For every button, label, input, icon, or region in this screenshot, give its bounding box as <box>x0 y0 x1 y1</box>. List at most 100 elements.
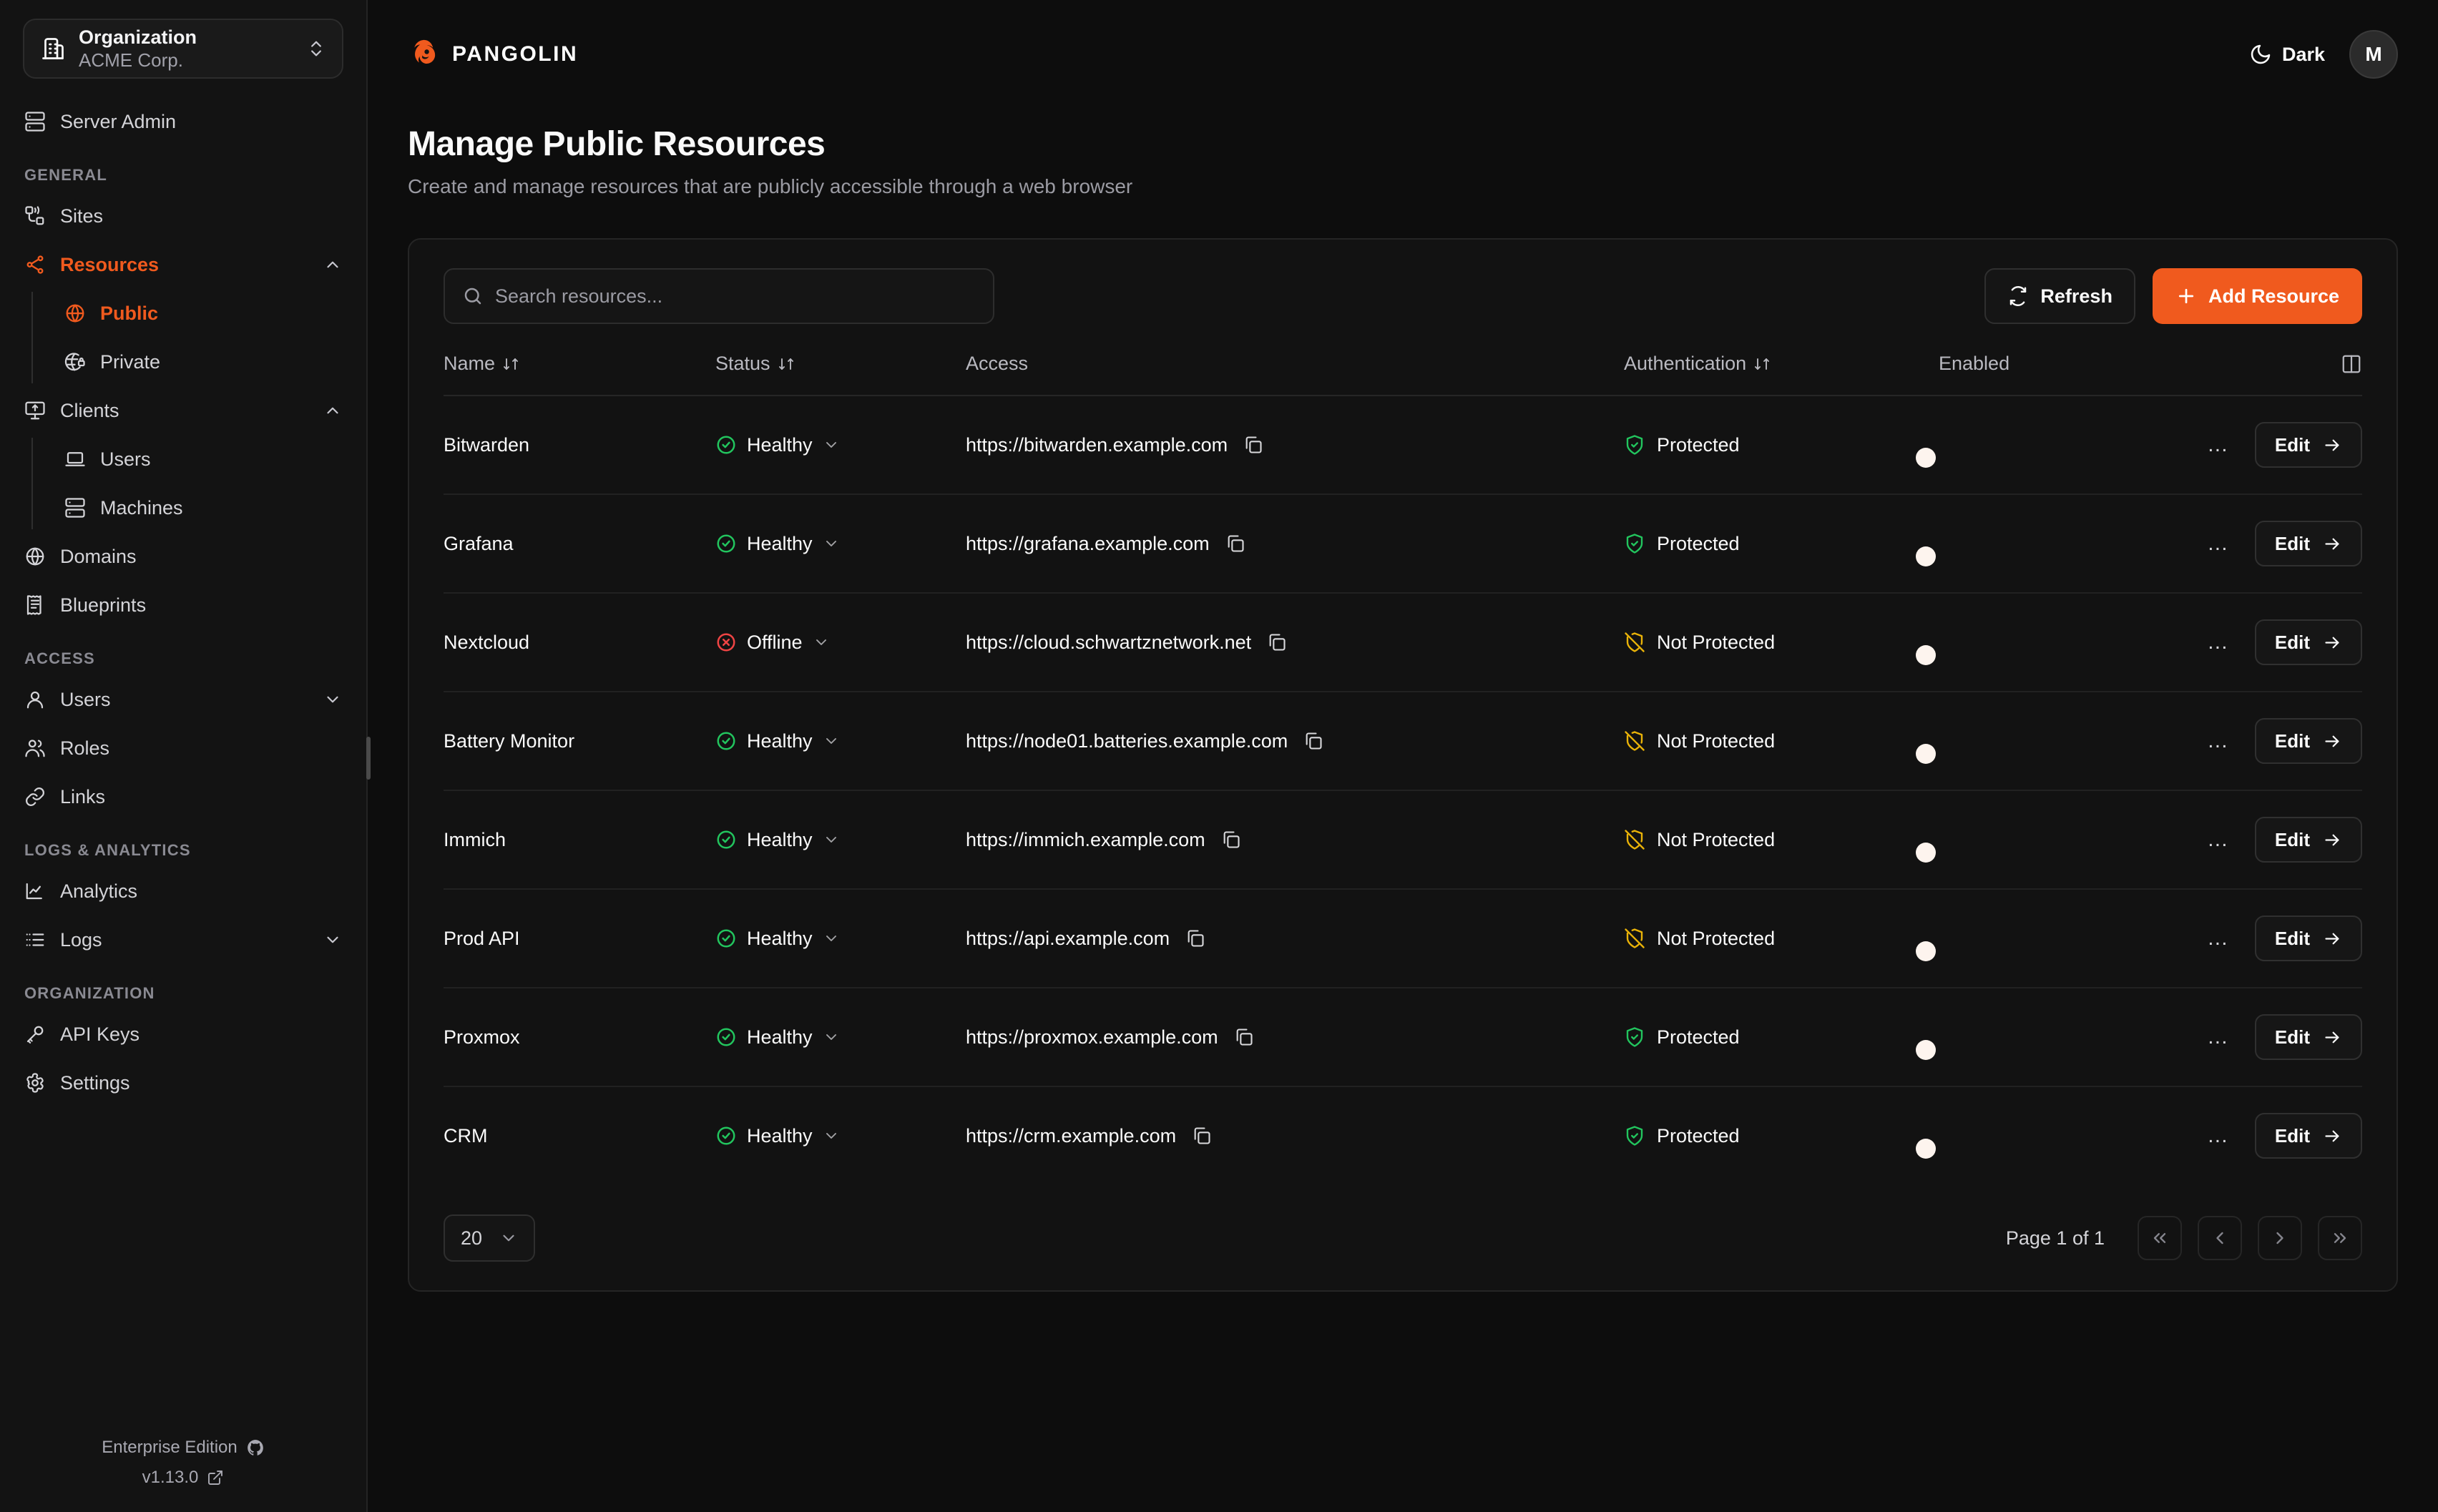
sidebar-item-sites[interactable]: Sites <box>0 192 366 240</box>
add-resource-button[interactable]: Add Resource <box>2152 268 2362 324</box>
sidebar-item-machines[interactable]: Machines <box>52 483 366 532</box>
status-badge[interactable]: Healthy <box>715 829 966 851</box>
chevron-down-icon[interactable] <box>323 931 342 949</box>
sidebar-item-roles[interactable]: Roles <box>0 724 366 772</box>
page-size-select[interactable]: 20 <box>444 1214 536 1262</box>
toggle-knob <box>1916 1139 1936 1159</box>
copy-icon[interactable] <box>1267 632 1287 652</box>
chevron-down-icon[interactable] <box>323 690 342 709</box>
row-more-button[interactable]: … <box>2206 828 2231 851</box>
chevron-down-icon[interactable] <box>823 930 840 947</box>
panel-columns-icon[interactable] <box>2341 353 2362 375</box>
copy-icon[interactable] <box>1234 1027 1254 1047</box>
theme-toggle[interactable]: Dark <box>2249 43 2325 66</box>
copy-icon[interactable] <box>1303 731 1323 751</box>
row-more-button[interactable]: … <box>2206 1025 2231 1049</box>
sidebar-item-public[interactable]: Public <box>52 289 366 338</box>
resource-url[interactable]: https://node01.batteries.example.com <box>966 730 1288 752</box>
sidebar-item-links[interactable]: Links <box>0 772 366 821</box>
status-badge[interactable]: Healthy <box>715 730 966 752</box>
copy-icon[interactable] <box>1192 1126 1212 1146</box>
table-row[interactable]: Battery Monitor Healthy https://node01.b… <box>444 692 2362 791</box>
resource-url[interactable]: https://immich.example.com <box>966 828 1205 850</box>
sidebar-resize-handle[interactable] <box>366 737 371 780</box>
resource-url[interactable]: https://grafana.example.com <box>966 532 1210 554</box>
table-row[interactable]: Proxmox Healthy https://proxmox.example.… <box>444 988 2362 1087</box>
table-row[interactable]: Nextcloud Offline https://cloud.schwartz… <box>444 593 2362 692</box>
status-badge[interactable]: Healthy <box>715 533 966 555</box>
edit-button[interactable]: Edit <box>2254 422 2362 468</box>
next-page-button[interactable] <box>2258 1216 2302 1260</box>
sidebar-item-resources[interactable]: Resources <box>0 240 366 289</box>
resource-url[interactable]: https://cloud.schwartznetwork.net <box>966 631 1252 653</box>
row-more-button[interactable]: … <box>2206 531 2231 555</box>
sidebar-item-settings[interactable]: Settings <box>0 1059 366 1107</box>
row-more-button[interactable]: … <box>2206 1124 2231 1147</box>
sidebar-item-clients[interactable]: Clients <box>0 386 366 435</box>
github-icon[interactable] <box>246 1438 265 1457</box>
resource-url[interactable]: https://proxmox.example.com <box>966 1026 1218 1048</box>
edit-button[interactable]: Edit <box>2254 619 2362 665</box>
column-header-status[interactable]: Status <box>715 353 966 396</box>
brand[interactable]: PANGOLIN <box>408 38 578 71</box>
edit-button[interactable]: Edit <box>2254 915 2362 961</box>
table-row[interactable]: Bitwarden Healthy https://bitwarden.exam… <box>444 396 2362 495</box>
edit-button[interactable]: Edit <box>2254 1014 2362 1060</box>
sidebar-item-api-keys[interactable]: API Keys <box>0 1010 366 1059</box>
org-switcher[interactable]: Organization ACME Corp. <box>23 19 343 79</box>
row-more-button[interactable]: … <box>2206 630 2231 654</box>
sidebar-item-users[interactable]: Users <box>0 675 366 724</box>
edit-button[interactable]: Edit <box>2254 817 2362 863</box>
status-badge[interactable]: Healthy <box>715 1125 966 1147</box>
resource-url[interactable]: https://bitwarden.example.com <box>966 433 1228 456</box>
table-row[interactable]: Grafana Healthy https://grafana.example.… <box>444 494 2362 594</box>
chevron-down-icon[interactable] <box>823 732 840 750</box>
external-link-icon[interactable] <box>207 1469 224 1486</box>
edit-button[interactable]: Edit <box>2254 718 2362 764</box>
edit-button[interactable]: Edit <box>2254 521 2362 566</box>
status-badge[interactable]: Healthy <box>715 928 966 950</box>
toolbar-actions: Refresh Add Resource <box>1984 268 2362 324</box>
table-row[interactable]: CRM Healthy https://crm.example.com Prot… <box>444 1086 2362 1184</box>
copy-icon[interactable] <box>1185 928 1205 948</box>
row-more-button[interactable]: … <box>2206 926 2231 950</box>
copy-icon[interactable] <box>1243 435 1263 455</box>
chevron-down-icon[interactable] <box>823 1029 840 1046</box>
chevron-up-icon[interactable] <box>323 255 342 274</box>
resource-url[interactable]: https://api.example.com <box>966 927 1170 949</box>
sidebar-item-analytics[interactable]: Analytics <box>0 867 366 915</box>
sidebar-item-private[interactable]: Private <box>52 338 366 386</box>
copy-icon[interactable] <box>1221 830 1241 850</box>
org-name: ACME Corp. <box>79 49 183 71</box>
copy-icon[interactable] <box>1225 534 1245 554</box>
sidebar-item-logs[interactable]: Logs <box>0 915 366 964</box>
status-badge[interactable]: Healthy <box>715 1026 966 1049</box>
sidebar-item-users-clients[interactable]: Users <box>52 435 366 483</box>
table-row[interactable]: Immich Healthy https://immich.example.co… <box>444 790 2362 890</box>
status-badge[interactable]: Healthy <box>715 434 966 456</box>
table-row[interactable]: Prod API Healthy https://api.example.com… <box>444 889 2362 988</box>
chevron-down-icon[interactable] <box>823 831 840 848</box>
sidebar-item-server-admin[interactable]: Server Admin <box>0 97 366 146</box>
avatar[interactable]: M <box>2349 30 2398 79</box>
row-more-button[interactable]: … <box>2206 433 2231 456</box>
search-input[interactable] <box>495 285 976 308</box>
chevron-down-icon[interactable] <box>823 535 840 552</box>
edit-button[interactable]: Edit <box>2254 1113 2362 1159</box>
sidebar-item-blueprints[interactable]: Blueprints <box>0 581 366 629</box>
first-page-button[interactable] <box>2138 1216 2182 1260</box>
resource-url[interactable]: https://crm.example.com <box>966 1124 1177 1147</box>
chevron-down-icon[interactable] <box>823 436 840 453</box>
chevron-down-icon[interactable] <box>813 634 830 651</box>
chevron-down-icon[interactable] <box>823 1127 840 1144</box>
last-page-button[interactable] <box>2318 1216 2362 1260</box>
sidebar-item-domains[interactable]: Domains <box>0 532 366 581</box>
prev-page-button[interactable] <box>2198 1216 2242 1260</box>
status-badge[interactable]: Offline <box>715 632 966 654</box>
chevron-up-icon[interactable] <box>323 401 342 420</box>
row-more-button[interactable]: … <box>2206 729 2231 752</box>
search-box[interactable] <box>444 268 994 324</box>
column-header-name[interactable]: Name <box>444 353 715 396</box>
column-header-authentication[interactable]: Authentication <box>1624 353 1939 396</box>
refresh-button[interactable]: Refresh <box>1984 268 2135 324</box>
